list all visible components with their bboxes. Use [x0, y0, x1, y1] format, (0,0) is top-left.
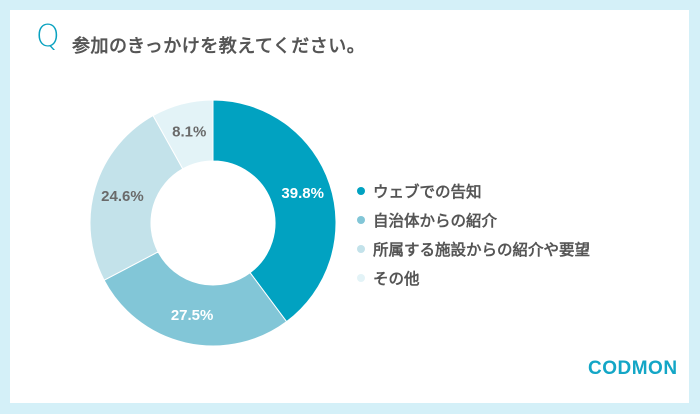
page-title: 参加のきっかけを教えてください。 [72, 36, 366, 57]
legend-item: ウェブでの告知 [357, 176, 590, 205]
donut-slice [103, 251, 288, 347]
slice-percent-label: 27.5% [171, 307, 214, 324]
legend-dot-icon [357, 244, 365, 253]
donut-slice [89, 114, 184, 281]
slice-percent-label: 39.8% [281, 185, 324, 202]
legend-item: 自治体からの紹介 [357, 205, 590, 234]
question-mark-icon: Q [36, 19, 60, 54]
slice-percent-label: 8.1% [172, 124, 206, 141]
donut-slice [212, 99, 337, 323]
legend-dot-icon [357, 215, 365, 224]
codmon-logo: CODMON [588, 358, 678, 379]
slice-percent-label: 24.6% [101, 188, 144, 205]
legend-item: その他 [357, 263, 590, 292]
legend-item: 所属する施設からの紹介や要望 [357, 234, 590, 263]
legend-dot-icon [357, 273, 365, 282]
legend-dot-icon [357, 186, 365, 195]
donut-slice [152, 99, 214, 170]
chart-legend: ウェブでの告知 自治体からの紹介 所属する施設からの紹介や要望 その他 [357, 176, 590, 292]
